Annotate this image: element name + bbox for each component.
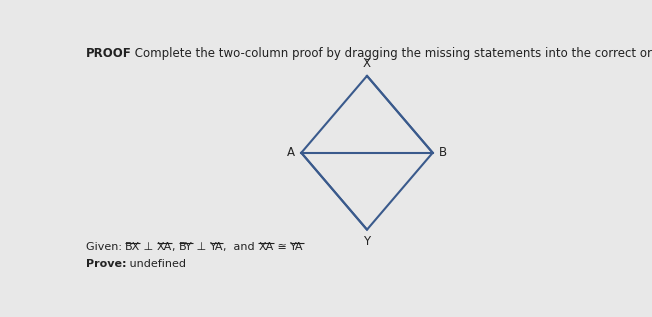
Text: Y: Y [363,235,370,248]
Text: XA: XA [157,242,172,252]
Text: ,: , [172,242,179,252]
Text: BY: BY [179,242,193,252]
Text: YA: YA [210,242,223,252]
Text: PROOF: PROOF [85,47,131,60]
Text: YA: YA [290,242,304,252]
Text: ⊥: ⊥ [193,242,210,252]
Text: Given:: Given: [85,242,125,252]
Text: A: A [287,146,295,159]
Text: Complete the two-column proof by dragging the missing statements into the correc: Complete the two-column proof by draggin… [131,47,652,60]
Text: ,  and: , and [223,242,258,252]
Text: BX: BX [125,242,140,252]
Text: XA: XA [258,242,274,252]
Text: B: B [439,146,447,159]
Text: undefined: undefined [126,259,186,269]
Text: ≅: ≅ [274,242,290,252]
Text: Prove:: Prove: [85,259,126,269]
Text: ⊥: ⊥ [140,242,157,252]
Text: X: X [363,57,371,70]
